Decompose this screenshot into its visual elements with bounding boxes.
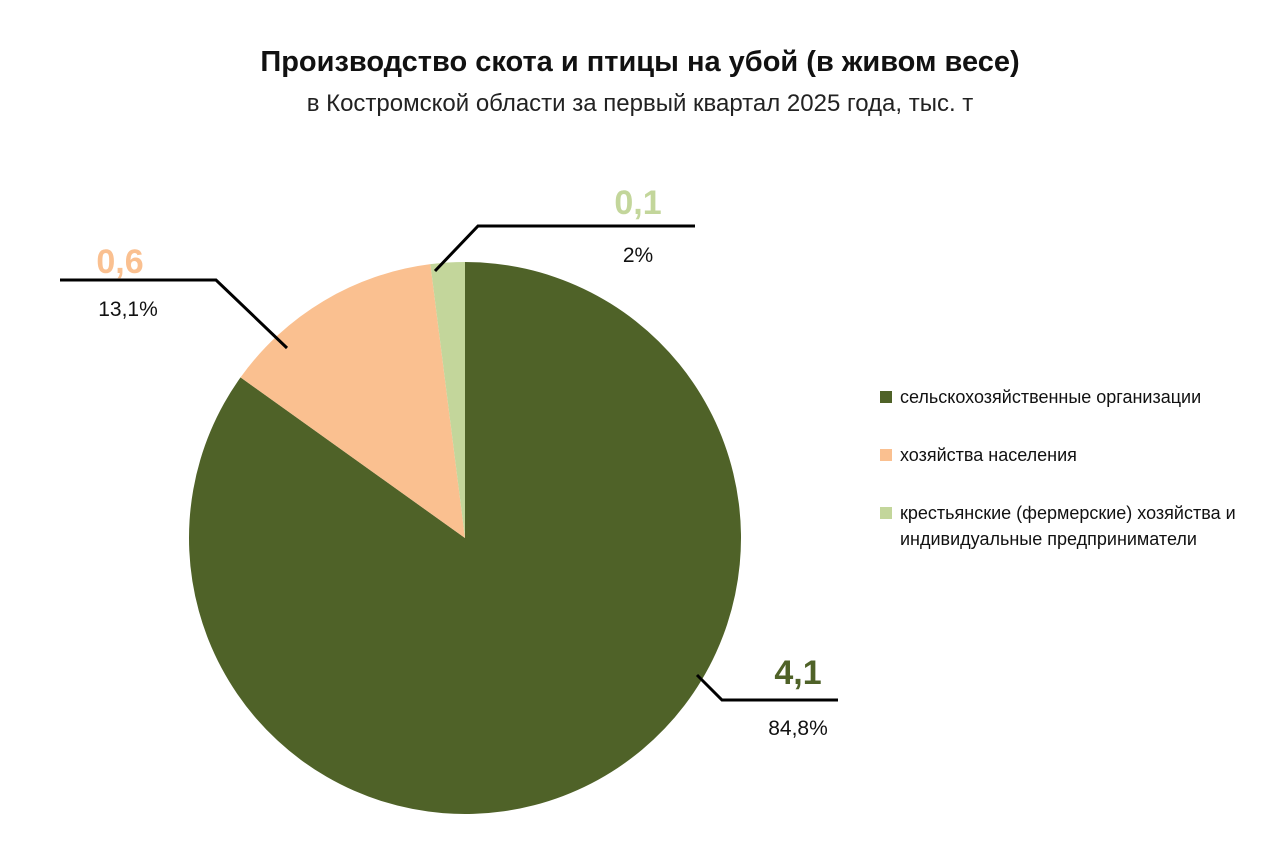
value-label-farms-entrepreneurs: 0,1: [614, 184, 661, 222]
leader-lines: [60, 224, 838, 702]
legend-label: сельскохозяйственные организации: [900, 387, 1202, 407]
value-label-agricultural-organizations: 4,1: [774, 654, 821, 692]
chart-subtitle: в Костромской области за первый квартал …: [306, 90, 974, 117]
pie-slices: [188, 262, 742, 814]
legend: сельскохозяйственные организации хозяйст…: [880, 384, 1270, 584]
legend-label: крестьянские (фермерские) хозяйства и ин…: [900, 503, 1236, 549]
slice-agricultural-organizations: [188, 262, 742, 814]
leader-line-farms-entrepreneurs: [433, 224, 695, 273]
data-labels: 4,1 84,8% 0,6 13,1% 0,1 2%: [96, 184, 827, 740]
legend-item-households: хозяйства населения: [880, 442, 1270, 468]
value-label-households: 0,6: [96, 243, 143, 281]
chart-title: Производство скота и птицы на убой (в жи…: [260, 46, 1020, 78]
legend-label: хозяйства населения: [900, 445, 1077, 465]
slice-households: [240, 264, 465, 538]
legend-item-farms-entrepreneurs: крестьянские (фермерские) хозяйства и ин…: [880, 500, 1270, 552]
percent-label-farms-entrepreneurs: 2%: [623, 244, 653, 267]
percent-label-agricultural-organizations: 84,8%: [768, 717, 828, 740]
leader-line-agricultural-organizations: [695, 673, 838, 702]
legend-swatch: [880, 391, 892, 403]
legend-swatch: [880, 507, 892, 519]
leader-line-households: [60, 278, 289, 350]
slice-farms-entrepreneurs: [430, 262, 465, 538]
percent-label-households: 13,1%: [98, 298, 158, 321]
legend-swatch: [880, 449, 892, 461]
legend-item-agricultural-organizations: сельскохозяйственные организации: [880, 384, 1270, 410]
